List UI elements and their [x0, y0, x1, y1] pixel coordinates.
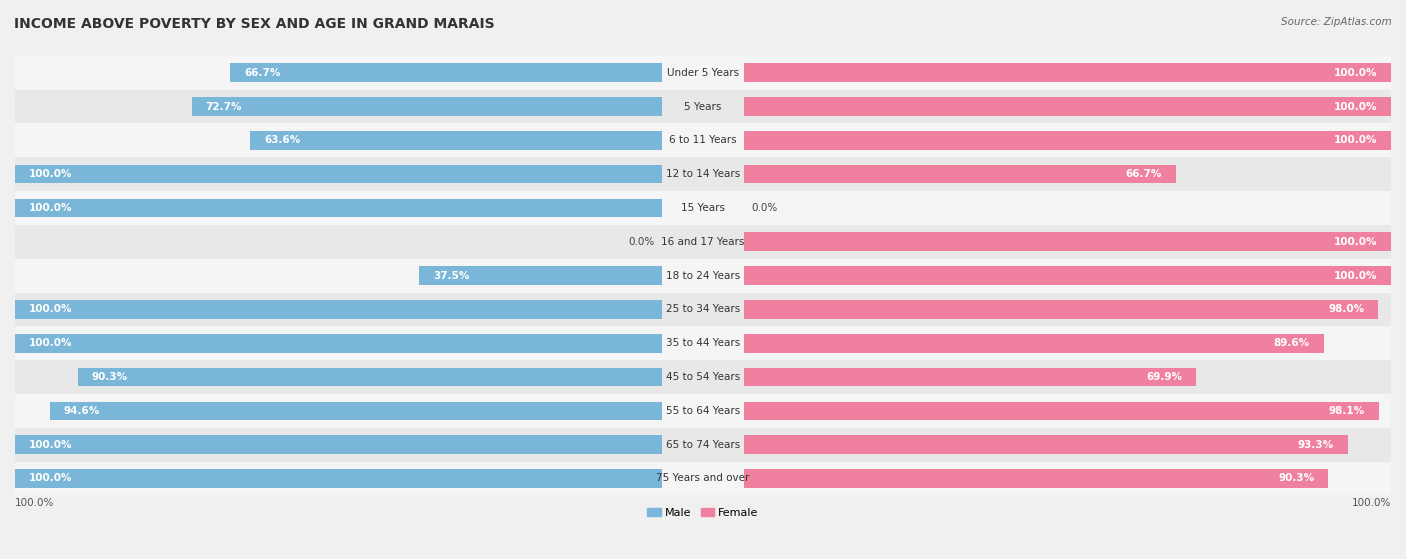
Text: 0.0%: 0.0%: [751, 203, 778, 213]
Bar: [15, 394, 1391, 428]
Bar: [231, 63, 662, 82]
Bar: [15, 435, 662, 454]
Text: 12 to 14 Years: 12 to 14 Years: [666, 169, 740, 179]
Bar: [15, 124, 1391, 157]
Bar: [15, 89, 1391, 124]
Text: 66.7%: 66.7%: [245, 68, 280, 78]
Bar: [744, 233, 1391, 251]
Bar: [15, 259, 1391, 292]
Legend: Male, Female: Male, Female: [643, 504, 763, 523]
Bar: [15, 157, 1391, 191]
Text: 100.0%: 100.0%: [1334, 102, 1378, 112]
Text: 93.3%: 93.3%: [1298, 440, 1334, 449]
Text: 100.0%: 100.0%: [1334, 271, 1378, 281]
Bar: [15, 292, 1391, 326]
Text: 100.0%: 100.0%: [1351, 498, 1391, 508]
Bar: [15, 198, 662, 217]
Bar: [744, 469, 1329, 488]
Bar: [15, 191, 1391, 225]
Text: 45 to 54 Years: 45 to 54 Years: [666, 372, 740, 382]
Bar: [15, 428, 1391, 462]
Bar: [744, 63, 1391, 82]
Text: 69.9%: 69.9%: [1146, 372, 1182, 382]
Bar: [77, 368, 662, 386]
Text: 100.0%: 100.0%: [28, 169, 72, 179]
Bar: [15, 360, 1391, 394]
Text: 75 Years and over: 75 Years and over: [657, 473, 749, 484]
Bar: [419, 266, 662, 285]
Text: 90.3%: 90.3%: [91, 372, 128, 382]
Text: 25 to 34 Years: 25 to 34 Years: [666, 305, 740, 314]
Bar: [744, 266, 1391, 285]
Text: 98.1%: 98.1%: [1329, 406, 1365, 416]
Text: 63.6%: 63.6%: [264, 135, 301, 145]
Text: 35 to 44 Years: 35 to 44 Years: [666, 338, 740, 348]
Text: 100.0%: 100.0%: [28, 305, 72, 314]
Text: 15 Years: 15 Years: [681, 203, 725, 213]
Text: 16 and 17 Years: 16 and 17 Years: [661, 237, 745, 247]
Text: 100.0%: 100.0%: [15, 498, 55, 508]
Bar: [15, 225, 1391, 259]
Text: 100.0%: 100.0%: [28, 440, 72, 449]
Text: 5 Years: 5 Years: [685, 102, 721, 112]
Bar: [15, 56, 1391, 89]
Bar: [15, 469, 662, 488]
Text: INCOME ABOVE POVERTY BY SEX AND AGE IN GRAND MARAIS: INCOME ABOVE POVERTY BY SEX AND AGE IN G…: [14, 17, 495, 31]
Bar: [744, 97, 1391, 116]
Text: 37.5%: 37.5%: [433, 271, 470, 281]
Text: 72.7%: 72.7%: [205, 102, 242, 112]
Text: 100.0%: 100.0%: [28, 473, 72, 484]
Bar: [744, 401, 1379, 420]
Text: 90.3%: 90.3%: [1278, 473, 1315, 484]
Bar: [744, 131, 1391, 150]
Text: 6 to 11 Years: 6 to 11 Years: [669, 135, 737, 145]
Bar: [51, 401, 662, 420]
Bar: [15, 326, 1391, 360]
Bar: [191, 97, 662, 116]
Text: 94.6%: 94.6%: [63, 406, 100, 416]
Bar: [250, 131, 662, 150]
Bar: [744, 165, 1175, 183]
Bar: [15, 300, 662, 319]
Bar: [15, 462, 1391, 495]
Bar: [15, 165, 662, 183]
Text: 65 to 74 Years: 65 to 74 Years: [666, 440, 740, 449]
Text: 0.0%: 0.0%: [628, 237, 655, 247]
Bar: [744, 368, 1197, 386]
Bar: [744, 334, 1323, 353]
Text: 100.0%: 100.0%: [1334, 135, 1378, 145]
Text: 98.0%: 98.0%: [1329, 305, 1364, 314]
Text: 100.0%: 100.0%: [28, 338, 72, 348]
Text: 18 to 24 Years: 18 to 24 Years: [666, 271, 740, 281]
Bar: [15, 334, 662, 353]
Text: 100.0%: 100.0%: [28, 203, 72, 213]
Text: 55 to 64 Years: 55 to 64 Years: [666, 406, 740, 416]
Text: 89.6%: 89.6%: [1274, 338, 1310, 348]
Bar: [744, 300, 1378, 319]
Text: 100.0%: 100.0%: [1334, 237, 1378, 247]
Text: 100.0%: 100.0%: [1334, 68, 1378, 78]
Text: 66.7%: 66.7%: [1126, 169, 1161, 179]
Text: Source: ZipAtlas.com: Source: ZipAtlas.com: [1281, 17, 1392, 27]
Bar: [744, 435, 1348, 454]
Text: Under 5 Years: Under 5 Years: [666, 68, 740, 78]
